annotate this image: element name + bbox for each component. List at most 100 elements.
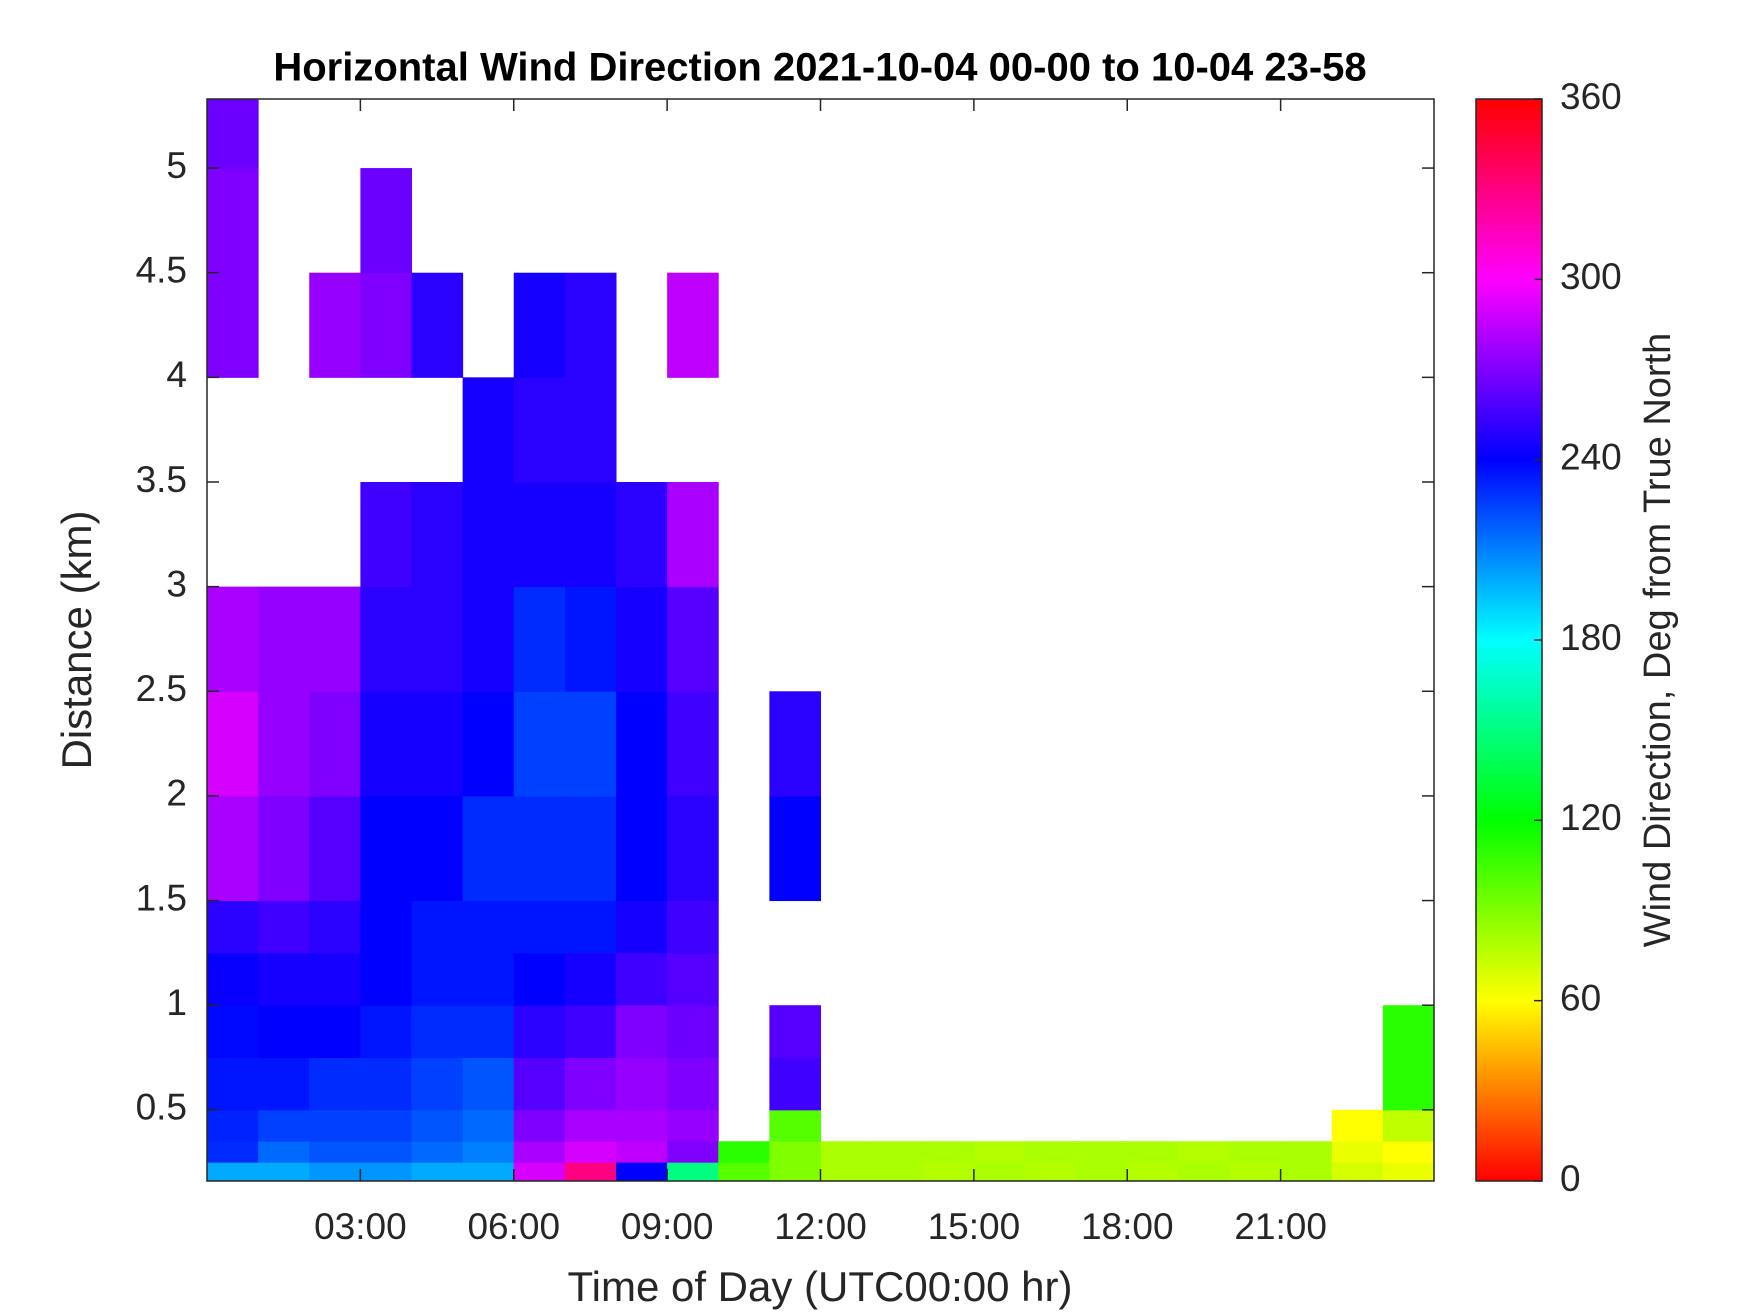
y-tick-label: 3 [166,563,187,604]
y-tick-label: 0.5 [136,1087,187,1128]
heat-cell [1382,1057,1435,1111]
x-tick-label: 15:00 [928,1206,1021,1247]
heat-cell [309,272,361,378]
heat-cell [207,1109,259,1142]
heat-cell [616,900,668,954]
heat-cell [1280,1141,1333,1163]
heat-cell [360,481,412,588]
heat-cell [1178,1141,1230,1163]
heat-cell [462,377,515,483]
heat-cell [769,1109,821,1142]
heat-cell [207,795,259,902]
heat-cell [1280,1162,1333,1182]
heat-cell [1229,1141,1282,1163]
heat-cell [1382,1005,1435,1059]
heat-cell [564,795,617,902]
heat-cell [462,1005,515,1059]
heat-cell [258,1141,310,1163]
heat-cell [1382,1162,1435,1182]
heat-cell [411,900,464,954]
heat-cell [258,691,310,797]
heat-cell [513,900,566,954]
heat-cell [1229,1162,1282,1182]
heatmap [207,99,1435,1182]
heat-cell [411,952,464,1006]
colorbar-tick-label: 180 [1560,617,1622,658]
heat-cell [462,1057,515,1111]
colorbar [1475,98,1543,1182]
heat-cell [564,377,617,483]
heat-cell [360,1109,412,1142]
heat-cell [1331,1109,1384,1142]
heat-cell [564,691,617,797]
heat-cell [360,691,412,797]
heat-cell [360,1141,412,1163]
heat-cell [513,1162,566,1182]
heat-cell [667,795,719,902]
heat-cell [871,1141,924,1163]
heat-cell [1178,1162,1230,1182]
heat-cell [769,691,821,797]
heat-cell [309,586,361,692]
heat-cell [513,272,566,378]
y-tick-label: 4.5 [136,249,187,290]
heat-cell [922,1162,975,1182]
heat-cell [564,1109,617,1142]
heat-cell [1127,1162,1179,1182]
heat-cell [820,1162,873,1182]
heat-cell [207,1005,259,1059]
heat-cell [258,1162,310,1182]
heat-cell [258,1005,310,1059]
x-tick-label: 18:00 [1081,1206,1174,1247]
heat-cell [973,1141,1026,1163]
heat-cell [207,952,259,1006]
heat-cell [667,1141,719,1163]
heat-cell [564,1057,617,1111]
heat-cell [973,1162,1026,1182]
heat-cell [513,1109,566,1142]
heat-cell [513,691,566,797]
heat-cell [667,900,719,954]
x-axis-label: Time of Day (UTC00:00 hr) [568,1263,1073,1310]
heat-cell [667,1057,719,1111]
heat-cell [411,1109,464,1142]
heat-cell [564,952,617,1006]
colorbar-label: Wind Direction, Deg from True North [1637,333,1679,948]
heat-cell [309,1109,361,1142]
heat-cell [616,586,668,692]
heat-cell [411,1141,464,1163]
heat-cell [462,1141,515,1163]
colorbar-tick-label: 300 [1560,256,1622,297]
heat-cell [616,1005,668,1059]
heat-cell [411,1005,464,1059]
colorbar-tick-label: 120 [1560,797,1622,838]
heat-cell [462,952,515,1006]
heat-cell [411,481,464,588]
heat-cell [207,1162,259,1182]
heat-cell [769,795,821,902]
heat-cell [616,481,668,588]
heat-cell [564,900,617,954]
y-tick-label: 1.5 [136,877,187,918]
heat-cell [411,586,464,692]
heat-cell [667,1162,719,1182]
x-tick-label: 12:00 [774,1206,867,1247]
heat-cell [360,952,412,1006]
heat-cell [411,795,464,902]
heat-cell [360,1057,412,1111]
colorbar-tick-label: 60 [1560,977,1601,1018]
heat-cell [207,691,259,797]
heat-cell [1025,1162,1077,1182]
heat-cell [309,1162,361,1182]
heat-cell [616,795,668,902]
heat-cell [820,1141,873,1163]
heat-cell [309,1005,361,1059]
heat-cell [667,952,719,1006]
heat-cell [769,1141,821,1163]
heat-cell [360,272,412,378]
heat-cell [1382,1141,1435,1163]
heat-cell [360,795,412,902]
x-tick-label: 06:00 [467,1206,560,1247]
heat-cell [207,586,259,692]
